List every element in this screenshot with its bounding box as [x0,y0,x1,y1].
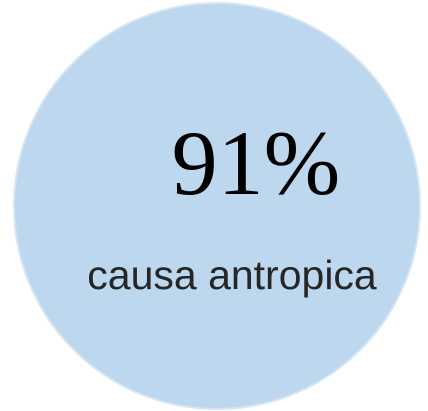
stat-circle [13,2,421,410]
stat-label: causa antropica [87,252,377,298]
stat-value: 91% [172,112,341,214]
